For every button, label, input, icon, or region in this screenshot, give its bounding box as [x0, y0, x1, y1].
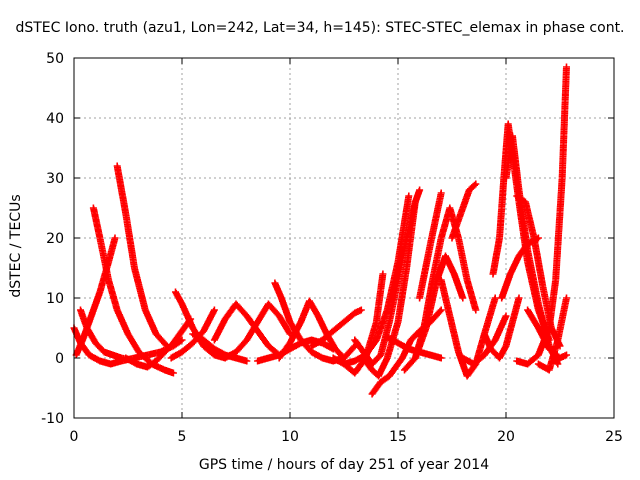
series-markers [340, 192, 413, 368]
y-tick-label: 40 [46, 111, 64, 127]
series-markers [416, 189, 445, 302]
series-markers [480, 294, 523, 362]
x-axis-label: GPS time / hours of day 251 of year 2014 [198, 457, 490, 473]
series-markers [308, 306, 365, 350]
series-28 [480, 294, 523, 362]
x-tick-label: 20 [497, 429, 515, 445]
series-35 [534, 294, 570, 374]
series-markers [448, 180, 480, 242]
series-26 [448, 180, 480, 242]
series-markers [534, 294, 570, 374]
y-tick-label: 0 [55, 351, 64, 367]
data-points [70, 63, 570, 398]
series-11 [221, 300, 294, 362]
x-tick-label: 10 [281, 429, 299, 445]
chart-title: dSTEC Iono. truth (azu1, Lon=242, Lat=34… [15, 20, 625, 36]
series-markers [513, 63, 570, 368]
x-tick-label: 15 [389, 429, 407, 445]
x-tick-label: 25 [605, 429, 623, 445]
series-markers [122, 315, 195, 371]
x-tick-label: 0 [70, 429, 79, 445]
axis-ticks: 0 5 10 15 20 25 -10 0 10 20 30 40 50 [41, 51, 623, 445]
series-3 [77, 306, 134, 364]
y-axis-label: dSTEC / TECUs [8, 194, 24, 298]
x-tick-label: 5 [178, 429, 187, 445]
y-tick-label: 50 [46, 51, 64, 67]
series-17 [340, 192, 413, 368]
y-tick-label: 10 [46, 291, 64, 307]
series-24 [416, 189, 445, 302]
series-15 [308, 306, 365, 350]
series-markers [77, 306, 134, 364]
series-markers [113, 162, 171, 350]
y-tick-label: -10 [41, 411, 64, 427]
series-33 [513, 63, 570, 368]
series-5 [113, 162, 171, 350]
series-markers [221, 300, 294, 362]
y-tick-label: 20 [46, 231, 64, 247]
y-tick-label: 30 [46, 171, 64, 187]
series-6 [122, 315, 195, 371]
